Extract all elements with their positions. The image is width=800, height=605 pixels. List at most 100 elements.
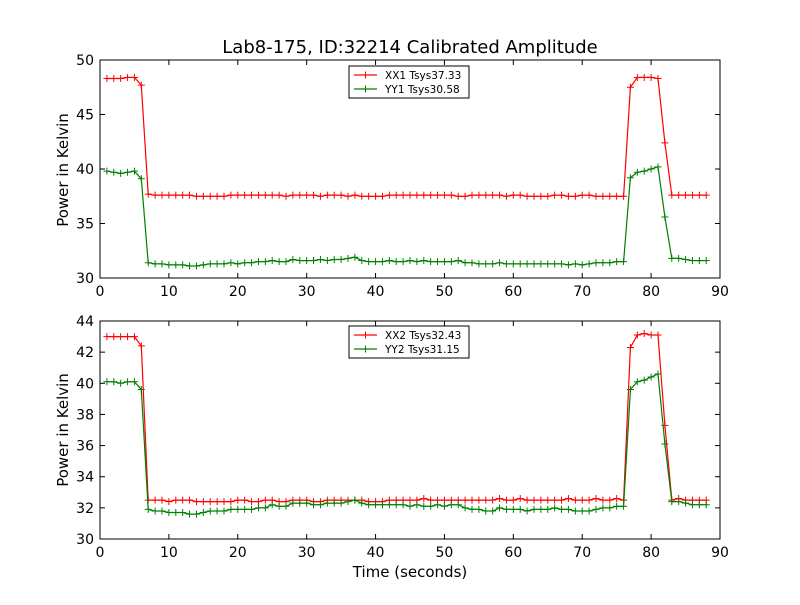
x-tick-label: 30 — [298, 545, 316, 561]
data-point-marker — [330, 255, 338, 263]
data-point-marker — [585, 191, 593, 199]
data-point-marker — [592, 495, 600, 503]
data-point-marker — [688, 501, 696, 509]
x-tick-label: 50 — [436, 284, 454, 300]
data-point-marker — [496, 191, 504, 199]
data-point-marker — [275, 258, 283, 266]
data-point-marker — [268, 501, 276, 509]
data-point-marker — [165, 261, 173, 269]
data-point-marker — [530, 496, 538, 504]
data-point-marker — [378, 501, 386, 509]
data-point-marker — [537, 505, 545, 513]
data-point-marker — [489, 260, 497, 268]
data-point-marker — [206, 260, 214, 268]
data-point-marker — [592, 192, 600, 200]
data-point-marker — [351, 253, 359, 261]
data-point-marker — [358, 257, 366, 265]
data-point-marker — [344, 498, 352, 506]
x-tick-label: 90 — [711, 545, 729, 561]
data-point-marker — [551, 191, 559, 199]
data-point-marker — [620, 502, 628, 510]
data-point-marker — [461, 504, 469, 512]
data-point-marker — [647, 165, 655, 173]
data-point-marker — [199, 498, 207, 506]
data-point-marker — [296, 499, 304, 507]
data-point-marker — [551, 504, 559, 512]
data-point-marker — [558, 260, 566, 268]
data-point-marker — [626, 83, 634, 91]
data-point-marker — [254, 258, 262, 266]
data-point-marker — [564, 261, 572, 269]
data-point-marker — [303, 499, 311, 507]
x-tick-label: 40 — [367, 545, 385, 561]
data-point-marker — [661, 139, 669, 147]
data-point-marker — [130, 333, 138, 341]
data-point-marker — [385, 191, 393, 199]
data-point-marker — [151, 496, 159, 504]
data-point-marker — [440, 258, 448, 266]
data-point-marker — [537, 192, 545, 200]
data-point-marker — [647, 73, 655, 81]
data-point-marker — [158, 496, 166, 504]
data-point-marker — [668, 254, 676, 262]
data-point-marker — [509, 505, 517, 513]
data-point-marker — [248, 505, 256, 513]
data-point-marker — [172, 261, 180, 269]
data-point-marker — [571, 507, 579, 515]
data-point-marker — [468, 191, 476, 199]
data-point-marker — [179, 261, 187, 269]
data-point-marker — [165, 191, 173, 199]
data-point-marker — [179, 191, 187, 199]
data-point-marker — [523, 260, 531, 268]
data-point-marker — [406, 257, 414, 265]
data-point-marker — [282, 502, 290, 510]
data-point-marker — [440, 496, 448, 504]
data-point-marker — [682, 255, 690, 263]
data-point-marker — [124, 333, 132, 341]
data-point-marker — [103, 167, 111, 175]
data-point-marker — [358, 499, 366, 507]
data-point-marker — [571, 260, 579, 268]
data-point-marker — [406, 502, 414, 510]
data-point-marker — [509, 260, 517, 268]
data-point-marker — [682, 499, 690, 507]
data-point-marker — [447, 501, 455, 509]
data-point-marker — [502, 505, 510, 513]
data-point-marker — [626, 343, 634, 351]
data-point-marker — [158, 260, 166, 268]
data-point-marker — [261, 496, 269, 504]
data-point-marker — [137, 386, 145, 394]
data-point-marker — [220, 507, 228, 515]
data-point-marker — [675, 254, 683, 262]
data-point-marker — [468, 505, 476, 513]
data-point-marker — [413, 191, 421, 199]
data-point-marker — [206, 192, 214, 200]
data-point-marker — [227, 259, 235, 267]
legend-marker — [362, 71, 369, 79]
data-point-marker — [551, 260, 559, 268]
data-point-marker — [186, 191, 194, 199]
data-point-marker — [475, 260, 483, 268]
data-point-marker — [399, 501, 407, 509]
data-point-marker — [213, 192, 221, 200]
data-point-marker — [323, 191, 331, 199]
data-point-marker — [254, 191, 262, 199]
data-point-marker — [275, 191, 283, 199]
data-point-marker — [137, 175, 145, 183]
x-tick-label: 30 — [298, 284, 316, 300]
data-point-marker — [254, 504, 262, 512]
data-point-marker — [282, 258, 290, 266]
data-point-marker — [110, 333, 118, 341]
data-point-marker — [434, 501, 442, 509]
data-point-marker — [144, 259, 152, 267]
data-point-marker — [420, 502, 428, 510]
data-point-marker — [282, 192, 290, 200]
data-point-marker — [234, 496, 242, 504]
data-point-marker — [385, 257, 393, 265]
data-point-marker — [227, 191, 235, 199]
data-point-marker — [399, 258, 407, 266]
data-point-marker — [220, 192, 228, 200]
data-point-marker — [695, 257, 703, 265]
data-point-marker — [592, 505, 600, 513]
data-point-marker — [592, 259, 600, 267]
